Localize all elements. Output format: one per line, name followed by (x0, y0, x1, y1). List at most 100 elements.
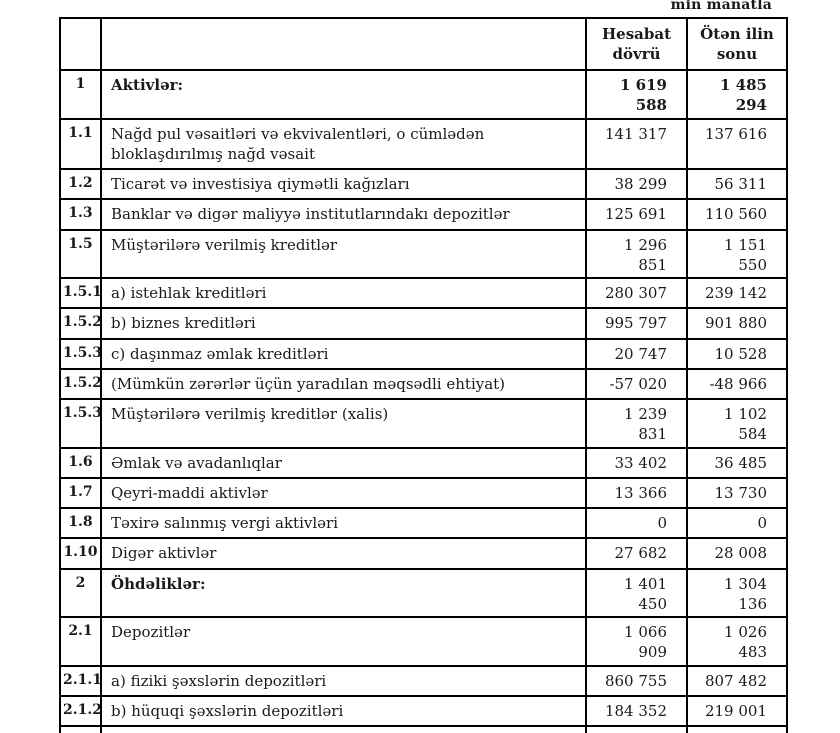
row-label: Banklar və digər maliyyə institutlarında… (100, 198, 587, 231)
row-current-value: 1 296 851 (585, 228, 688, 279)
table-row: 2.1.1 a) fiziki şəxslərin depozitləri 86… (59, 664, 788, 697)
row-label: Aktivlər: (100, 69, 587, 120)
row-number: 2.2 (59, 724, 102, 733)
row-label: Qeyri-maddi aktivlər (100, 476, 587, 510)
table-row: 1 Aktivlər: 1 619 588 1 485 294 (59, 69, 788, 120)
row-current-value: 1 619 588 (585, 69, 688, 120)
row-number: 1.1 (59, 117, 102, 170)
header-description-column (100, 17, 587, 71)
row-current-value: 0 (585, 724, 688, 733)
row-label: Əmlak və avadanlıqlar (100, 446, 587, 479)
row-number: 1.5.3 (59, 398, 102, 449)
row-current-value: 280 307 (585, 276, 688, 310)
row-number: 1.2 (59, 167, 102, 201)
row-current-value: 1 401 450 (585, 567, 688, 618)
header-row: Hesabat dövrü Ötən ilin sonu (59, 17, 788, 71)
row-previous-value: -48 966 (686, 367, 788, 401)
row-number: 1.10 (59, 537, 102, 570)
row-label: b) biznes kreditləri (100, 307, 587, 340)
row-label: Öhdəliklər: (100, 567, 587, 618)
row-current-value: 0 (585, 506, 688, 540)
table-row: 1.7 Qeyri-maddi aktivlər 13 366 13 730 (59, 476, 788, 510)
header-number-column (59, 17, 102, 71)
row-previous-value: 239 142 (686, 276, 788, 310)
row-current-value: 33 402 (585, 446, 688, 479)
row-number: 2.1.1 (59, 664, 102, 697)
row-number: 1.6 (59, 446, 102, 479)
row-previous-value: 28 008 (686, 537, 788, 570)
table-row: 1.10 Digər aktivlər 27 682 28 008 (59, 537, 788, 570)
table-row: 1.1 Nağd pul vəsaitləri və ekvivalentlər… (59, 117, 788, 170)
row-label: (Mümkün zərərlər üçün yaradılan məqsədli… (100, 367, 587, 401)
table-row: 1.3 Banklar və digər maliyyə institutlar… (59, 198, 788, 231)
row-label: c) daşınmaz əmlak kreditləri (100, 337, 587, 370)
table-row: 2 Öhdəliklər: 1 401 450 1 304 136 (59, 567, 788, 618)
row-previous-value: 0 (686, 506, 788, 540)
row-previous-value: 137 616 (686, 117, 788, 170)
header-current-period: Hesabat dövrü (585, 17, 688, 71)
row-number: 1.5.1 (59, 276, 102, 310)
row-previous-value: 36 485 (686, 446, 788, 479)
row-current-value: 1 066 909 (585, 616, 688, 667)
row-number: 1.7 (59, 476, 102, 510)
row-current-value: 995 797 (585, 307, 688, 340)
row-current-value: 141 317 (585, 117, 688, 170)
row-number: 1.5.2 (59, 367, 102, 401)
table-row: 1.5 Müştərilərə verilmiş kreditlər 1 296… (59, 228, 788, 279)
row-previous-value: 0 (686, 724, 788, 733)
row-number: 2 (59, 567, 102, 618)
row-current-value: 1 239 831 (585, 398, 688, 449)
table-row: 1.5.2 b) biznes kreditləri 995 797 901 8… (59, 307, 788, 340)
table-row: 2.1.2 b) hüquqi şəxslərin depozitləri 18… (59, 694, 788, 728)
row-number: 1.5.2 (59, 307, 102, 340)
currency-unit-note: min manatla (670, 0, 772, 13)
row-label: Müştərilərə verilmiş kreditlər (xalis) (100, 398, 587, 449)
row-previous-value: 56 311 (686, 167, 788, 201)
table-row: 1.2 Ticarət və investisiya qiymətli kağı… (59, 167, 788, 201)
row-label: a) fiziki şəxslərin depozitləri (100, 664, 587, 697)
balance-sheet-table: Hesabat dövrü Ötən ilin sonu 1 Aktivlər:… (59, 17, 788, 733)
table-row: 1.5.3 Müştərilərə verilmiş kreditlər (xa… (59, 398, 788, 449)
row-previous-value: 10 528 (686, 337, 788, 370)
table-row: 1.5.1 a) istehlak kreditləri 280 307 239… (59, 276, 788, 310)
row-label: Ticarət və investisiya qiymətli kağızlar… (100, 167, 587, 201)
row-label: Mərkəzi bank qarşısında öhdəliklər (100, 724, 587, 733)
row-number: 2.1 (59, 616, 102, 667)
row-current-value: 20 747 (585, 337, 688, 370)
row-number: 1.5 (59, 228, 102, 279)
row-previous-value: 807 482 (686, 664, 788, 697)
table-row: 2.1 Depozitlər 1 066 909 1 026 483 (59, 616, 788, 667)
row-previous-value: 901 880 (686, 307, 788, 340)
row-label: Təxirə salınmış vergi aktivləri (100, 506, 587, 540)
table-body: 1 Aktivlər: 1 619 588 1 485 294 1.1 Nağd… (59, 69, 788, 733)
row-current-value: 13 366 (585, 476, 688, 510)
header-previous-period: Ötən ilin sonu (686, 17, 788, 71)
row-current-value: 184 352 (585, 694, 688, 728)
table-row: 2.2 Mərkəzi bank qarşısında öhdəliklər 0… (59, 724, 788, 733)
row-current-value: -57 020 (585, 367, 688, 401)
row-previous-value: 1 485 294 (686, 69, 788, 120)
row-previous-value: 1 102 584 (686, 398, 788, 449)
row-label: b) hüquqi şəxslərin depozitləri (100, 694, 587, 728)
table-row: 1.5.2 (Mümkün zərərlər üçün yaradılan mə… (59, 367, 788, 401)
row-label: Müştərilərə verilmiş kreditlər (100, 228, 587, 279)
row-current-value: 27 682 (585, 537, 688, 570)
row-label: Nağd pul vəsaitləri və ekvivalentləri, o… (100, 117, 587, 170)
row-label: Digər aktivlər (100, 537, 587, 570)
row-current-value: 860 755 (585, 664, 688, 697)
row-current-value: 38 299 (585, 167, 688, 201)
row-number: 1.5.3 (59, 337, 102, 370)
row-previous-value: 1 304 136 (686, 567, 788, 618)
row-previous-value: 219 001 (686, 694, 788, 728)
row-label: a) istehlak kreditləri (100, 276, 587, 310)
row-previous-value: 110 560 (686, 198, 788, 231)
row-current-value: 125 691 (585, 198, 688, 231)
row-previous-value: 1 026 483 (686, 616, 788, 667)
row-number: 1 (59, 69, 102, 120)
row-previous-value: 13 730 (686, 476, 788, 510)
table-row: 1.5.3 c) daşınmaz əmlak kreditləri 20 74… (59, 337, 788, 370)
row-number: 2.1.2 (59, 694, 102, 728)
row-label: Depozitlər (100, 616, 587, 667)
row-number: 1.3 (59, 198, 102, 231)
